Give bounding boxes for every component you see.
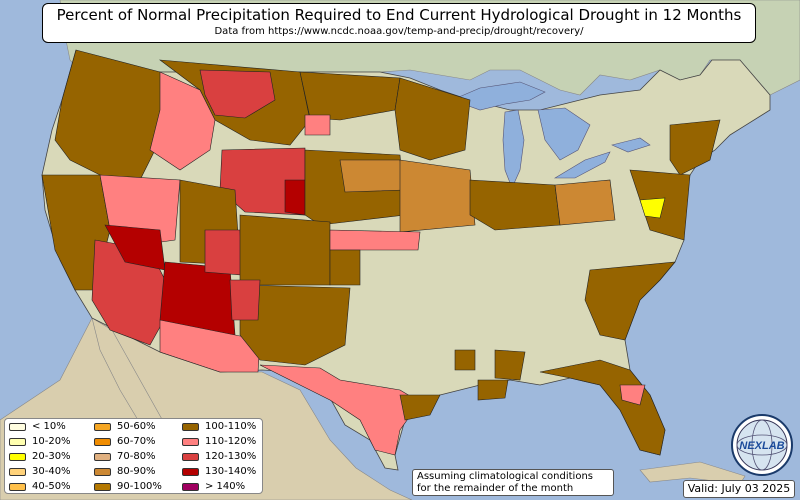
region-idaho [149,71,216,171]
great-lakes [451,81,651,189]
legend-swatch [94,438,111,446]
legend-label: 120-130% [205,451,257,462]
region-utah-red [204,229,243,276]
region-iowa [399,159,476,233]
legend-item: 20-30% [9,451,71,463]
region-texas [259,364,421,456]
legend-label: 130-140% [205,466,257,477]
lake-huron [537,107,591,161]
region-mississippi [454,349,476,371]
title-box: Percent of Normal Precipitation Required… [42,3,756,43]
legend-label: 80-90% [117,466,156,477]
legend-label: 90-100% [117,481,162,492]
lake-superior [451,81,546,111]
region-gulf-coast [539,359,666,456]
map-subtitle: Data from https://www.ncdc.noaa.gov/temp… [214,26,584,37]
legend-item: 100-110% [182,421,256,433]
legend-swatch [9,453,26,461]
legend-label: 70-80% [117,451,156,462]
legend-swatch [182,483,199,491]
region-alabama [494,349,526,381]
legend-label: 30-40% [32,466,71,477]
legend-label: 60-70% [117,436,156,447]
legend-item: 40-50% [9,481,71,493]
legend-swatch [9,423,26,431]
region-new-england [669,119,721,176]
legend-swatch [182,438,199,446]
region-kansas [339,159,406,193]
drought-regions [41,49,721,456]
legend-swatch [94,483,111,491]
region-virginia-yellow [639,197,666,219]
region-michigan [469,179,561,231]
map-title: Percent of Normal Precipitation Required… [56,6,742,24]
region-texas-gulf [399,394,441,421]
legend-swatch [182,423,199,431]
legend-swatch [182,468,199,476]
legend-label: 110-120% [205,436,257,447]
legend-label: < 10% [32,421,66,432]
region-nm-red [229,279,261,321]
region-dakotas [299,71,401,121]
legend-item: 80-90% [94,466,156,478]
legend-item: 50-60% [94,421,156,433]
legend-swatch [94,423,111,431]
region-new-mexico [239,284,351,366]
legend-swatch [9,483,26,491]
legend-label: 10-20% [32,436,71,447]
legend-item: 60-70% [94,436,156,448]
region-florida-pink [619,384,646,406]
note-line-2: for the remainder of the month [417,483,574,494]
region-louisiana [477,379,509,401]
legend-item: 10-20% [9,436,71,448]
legend-item: 30-40% [9,466,71,478]
legend-swatch [9,468,26,476]
legend: < 10% 10-20% 20-30% 30-40% 40-50% 50-60% 60-70… [4,418,263,494]
legend-item: 70-80% [94,451,156,463]
legend-label: 50-60% [117,421,156,432]
legend-swatch [182,453,199,461]
region-colorado [239,214,331,286]
lake-michigan [502,109,525,189]
region-oklahoma [329,229,421,251]
legend-label: 100-110% [205,421,257,432]
legend-label: > 140% [205,481,246,492]
legend-label: 20-30% [32,451,71,462]
region-wyoming-dark [284,179,306,216]
region-wyoming [219,147,306,216]
legend-swatch [94,468,111,476]
legend-item: 90-100% [94,481,162,493]
nexlab-globe-logo: NEXLAB [731,414,793,476]
legend-item: > 140% [182,481,245,493]
assumption-note: Assuming climatological conditions for t… [412,469,614,496]
logo-text: NEXLAB [739,440,784,452]
legend-item: 110-120% [182,436,256,448]
legend-item: 130-140% [182,466,256,478]
legend-item: 120-130% [182,451,256,463]
note-line-1: Assuming climatological conditions [417,471,593,482]
region-ok-brown [329,249,361,286]
region-carolinas [584,261,676,341]
legend-label: 40-50% [32,481,71,492]
legend-item: < 10% [9,421,66,433]
valid-date: Valid: July 03 2025 [683,480,795,498]
region-ohio-valley [554,179,616,226]
region-sd [304,114,331,136]
legend-swatch [9,438,26,446]
lake-erie [553,151,611,179]
lake-ontario [611,137,651,153]
legend-swatch [94,453,111,461]
region-montana-red [199,69,276,119]
region-minnesota [394,77,471,161]
